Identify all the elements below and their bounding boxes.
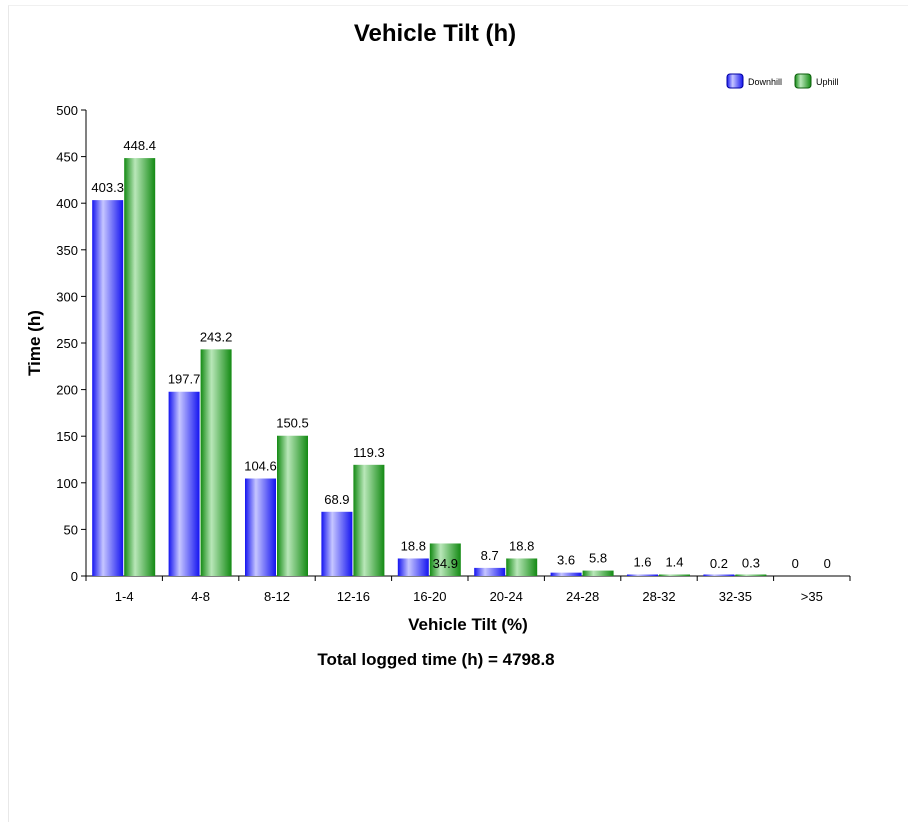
bar-uphill-8-12 bbox=[277, 435, 308, 576]
value-label-downhill-16-20: 18.8 bbox=[401, 538, 426, 553]
bar-downhill-32-35 bbox=[703, 574, 735, 576]
y-axis-label: Time (h) bbox=[25, 310, 44, 376]
y-tick-label-50: 50 bbox=[64, 522, 78, 537]
value-label-uphill-16-20: 34.9 bbox=[433, 556, 458, 571]
legend-item-uphill: Uphill bbox=[794, 73, 839, 89]
x-tick-label-35: >35 bbox=[801, 589, 823, 604]
y-tick-label-400: 400 bbox=[56, 196, 78, 211]
value-label-uphill-20-24: 18.8 bbox=[509, 538, 534, 553]
x-tick-label-8-12: 8-12 bbox=[264, 589, 290, 604]
bar-downhill-12-16 bbox=[321, 511, 353, 576]
y-tick-label-250: 250 bbox=[56, 336, 78, 351]
value-label-uphill-8-12: 150.5 bbox=[276, 416, 309, 431]
bar-downhill-1-4 bbox=[92, 200, 124, 577]
bar-uphill-4-8 bbox=[200, 349, 232, 576]
legend-label-uphill: Uphill bbox=[816, 77, 839, 87]
value-label-uphill-12-16: 119.3 bbox=[353, 445, 385, 460]
bar-uphill-24-28 bbox=[582, 570, 614, 576]
x-axis-label: Vehicle Tilt (%) bbox=[408, 615, 528, 634]
value-label-downhill-28-32: 1.6 bbox=[633, 555, 651, 570]
value-label-uphill-28-32: 1.4 bbox=[665, 555, 683, 570]
x-tick-label-1-4: 1-4 bbox=[115, 589, 134, 604]
value-label-downhill-32-35: 0.2 bbox=[710, 556, 728, 571]
total-logged-time: Total logged time (h) = 4798.8 bbox=[317, 650, 554, 669]
bar-downhill-20-24 bbox=[474, 567, 506, 576]
legend: Downhill Uphill bbox=[726, 73, 839, 89]
bar-uphill-16-20 bbox=[429, 543, 461, 576]
bar-downhill-4-8 bbox=[168, 391, 200, 576]
value-label-downhill-12-16: 68.9 bbox=[324, 492, 349, 507]
x-tick-label-16-20: 16-20 bbox=[413, 589, 446, 604]
x-tick-label-32-35: 32-35 bbox=[719, 589, 752, 604]
value-label-downhill-35: 0 bbox=[792, 556, 799, 571]
bar-downhill-16-20 bbox=[397, 558, 429, 576]
value-label-downhill-20-24: 8.7 bbox=[481, 548, 499, 563]
y-tick-label-150: 150 bbox=[56, 429, 78, 444]
chart-title: Vehicle Tilt (h) bbox=[354, 20, 516, 47]
legend-item-downhill: Downhill bbox=[726, 73, 782, 89]
value-label-uphill-35: 0 bbox=[824, 556, 831, 571]
value-label-downhill-1-4: 403.3 bbox=[91, 180, 124, 195]
bar-uphill-12-16 bbox=[353, 464, 385, 576]
legend-swatch-uphill bbox=[794, 73, 812, 89]
value-label-downhill-8-12: 104.6 bbox=[244, 459, 277, 474]
x-tick-label-4-8: 4-8 bbox=[191, 589, 210, 604]
y-tick-label-500: 500 bbox=[56, 103, 78, 118]
value-label-downhill-24-28: 3.6 bbox=[557, 553, 575, 568]
y-axis: 0 50 100 150 200 250 300 350 400 450 500 bbox=[56, 103, 87, 584]
y-tick-label-0: 0 bbox=[71, 569, 78, 584]
y-tick-label-200: 200 bbox=[56, 383, 78, 398]
x-tick-label-28-32: 28-32 bbox=[642, 589, 675, 604]
legend-swatch-downhill bbox=[726, 73, 744, 89]
bar-uphill-28-32 bbox=[659, 574, 690, 576]
value-label-uphill-24-28: 5.8 bbox=[589, 551, 607, 566]
x-axis: 1-4 4-8 8-12 12-16 16-20 20-24 24-28 28-32 32-35… bbox=[85, 575, 851, 604]
y-tick-label-300: 300 bbox=[56, 289, 78, 304]
legend-label-downhill: Downhill bbox=[748, 77, 782, 87]
bars bbox=[92, 158, 767, 577]
chart-frame bbox=[8, 5, 908, 822]
y-tick-label-350: 350 bbox=[56, 243, 78, 258]
y-tick-label-100: 100 bbox=[56, 476, 78, 491]
bar-downhill-24-28 bbox=[550, 572, 582, 576]
value-label-uphill-32-35: 0.3 bbox=[742, 556, 760, 571]
value-label-uphill-1-4: 448.4 bbox=[123, 138, 156, 153]
value-label-downhill-4-8: 197.7 bbox=[168, 372, 201, 387]
x-tick-label-24-28: 24-28 bbox=[566, 589, 599, 604]
bar-uphill-20-24 bbox=[506, 558, 538, 576]
value-labels: 403.3 448.4 197.7 243.2 104.6 150.5 68.9 119.3 1… bbox=[91, 138, 830, 571]
bar-uphill-32-35 bbox=[735, 574, 767, 576]
bar-uphill-1-4 bbox=[124, 158, 156, 577]
value-label-uphill-4-8: 243.2 bbox=[200, 329, 233, 344]
bar-downhill-8-12 bbox=[245, 478, 276, 576]
x-tick-label-12-16: 12-16 bbox=[337, 589, 370, 604]
x-tick-label-20-24: 20-24 bbox=[490, 589, 523, 604]
bar-downhill-28-32 bbox=[627, 574, 658, 576]
y-tick-label-450: 450 bbox=[56, 150, 78, 165]
